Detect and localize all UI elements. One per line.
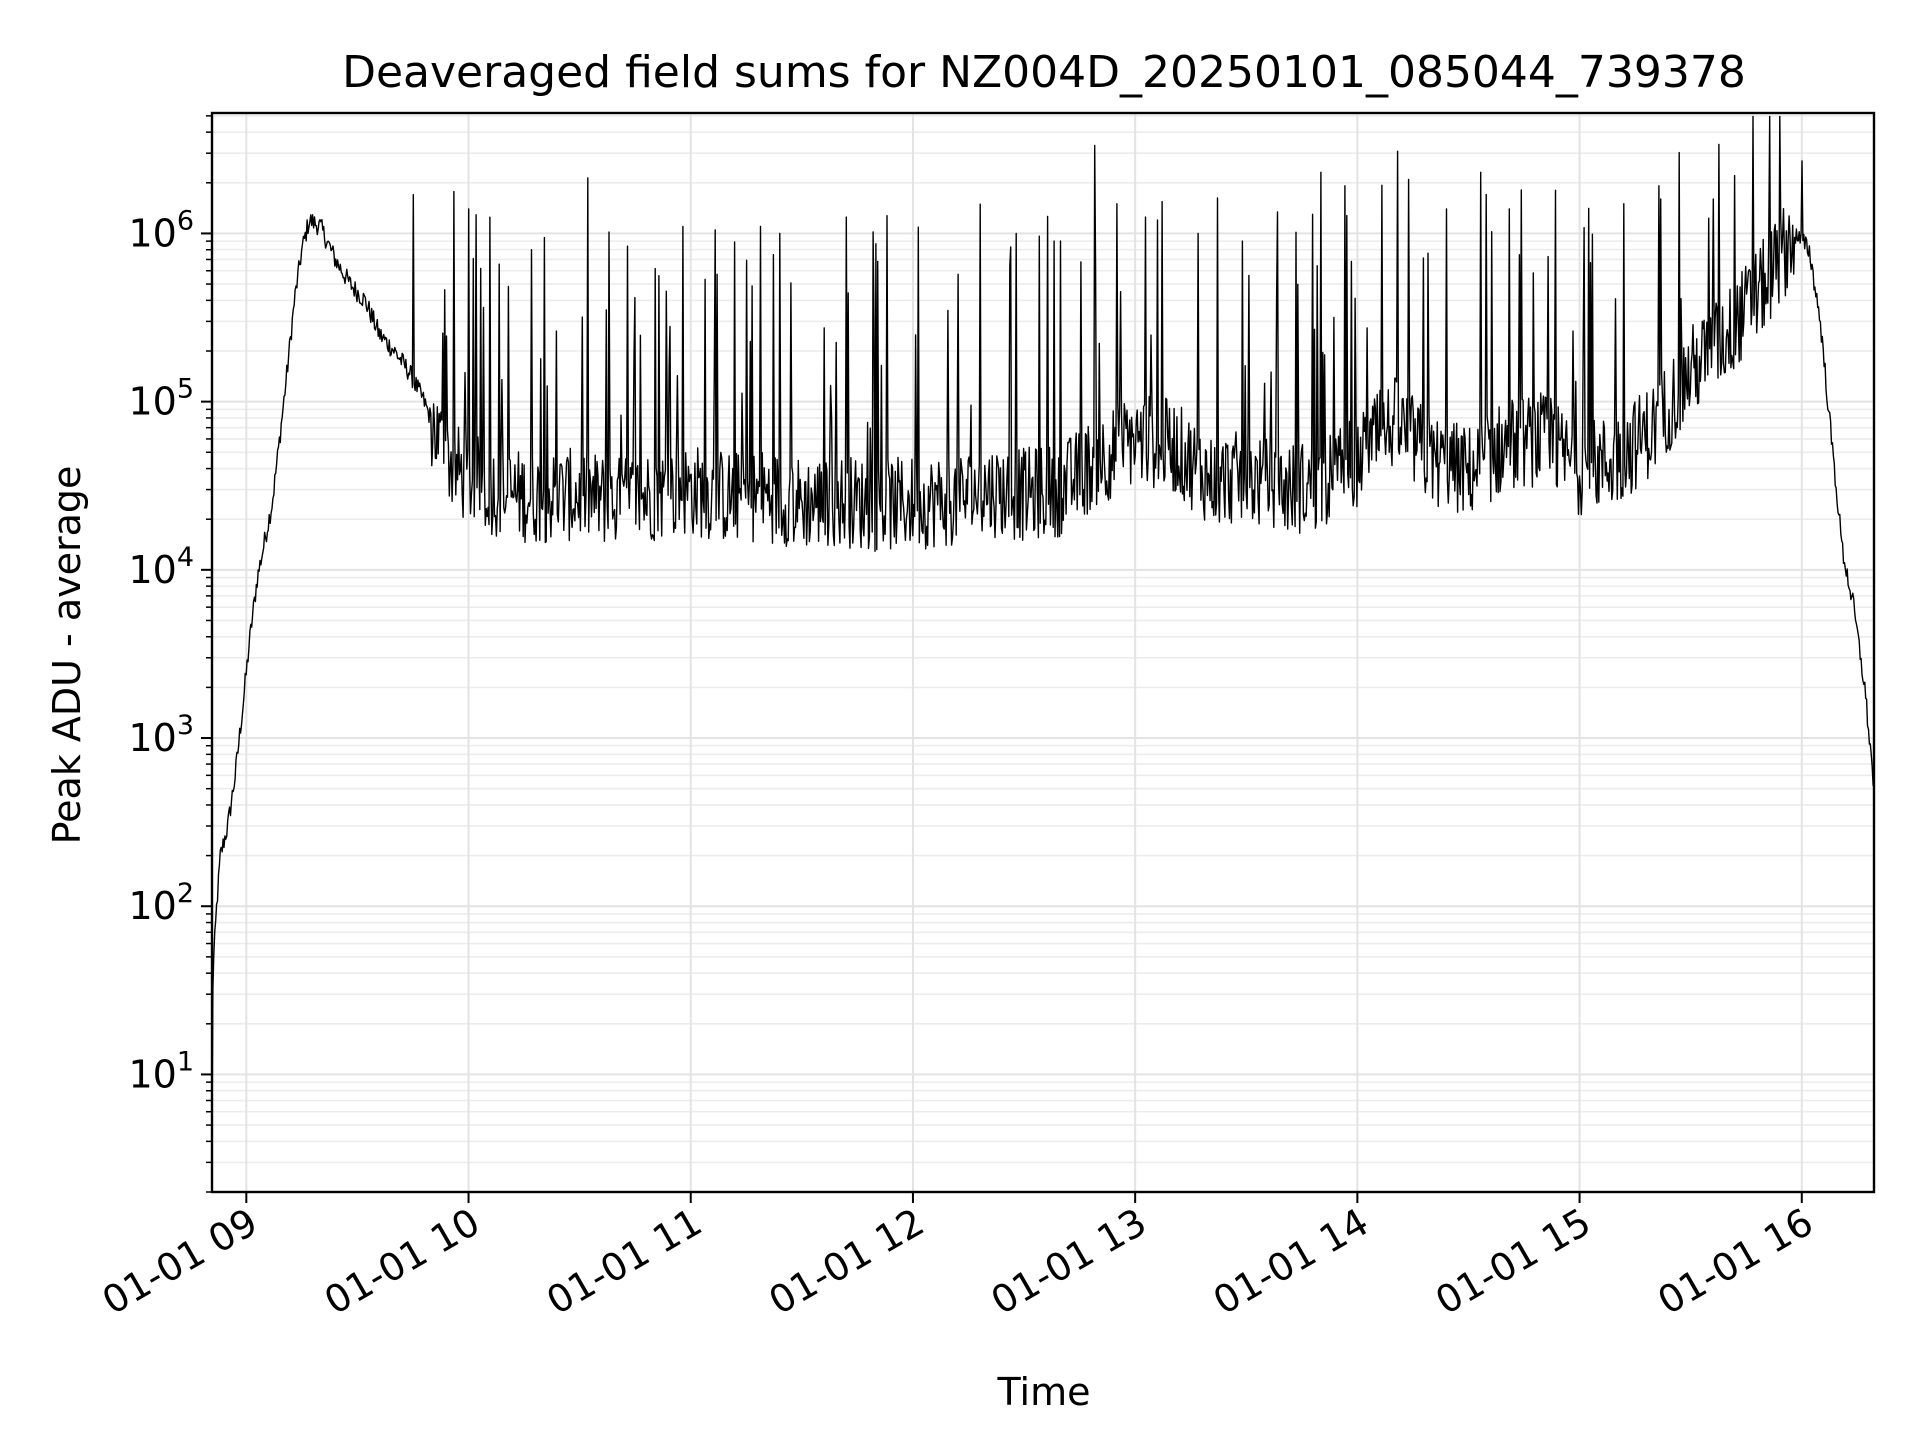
y-tick-label: 104 xyxy=(128,542,194,592)
plot-frame xyxy=(210,111,1876,1194)
x-axis-label: Time xyxy=(997,1370,1091,1414)
y-tick-label: 101 xyxy=(128,1046,194,1096)
y-axis-label: Peak ADU - average xyxy=(45,466,89,845)
y-axis: 101 102 103 104 105 106 xyxy=(128,115,212,1193)
y-tick-label: 103 xyxy=(128,710,194,760)
series-line xyxy=(211,115,1875,1139)
chart-title: Deaveraged field sums for NZ004D_2025010… xyxy=(342,47,1746,98)
y-tick-label: 102 xyxy=(128,878,194,928)
grid-layer xyxy=(212,113,1874,1193)
y-tick-label: 105 xyxy=(128,374,194,424)
series-layer xyxy=(211,115,1875,1139)
y-tick-label: 106 xyxy=(128,205,194,255)
